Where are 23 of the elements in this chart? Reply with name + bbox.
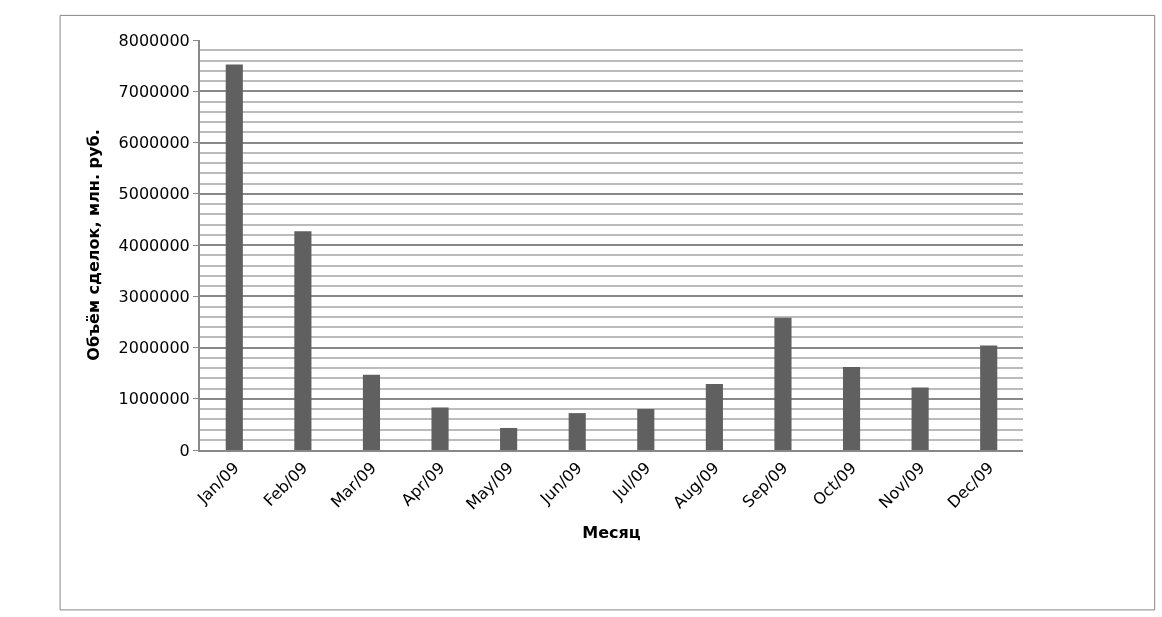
bar <box>842 366 861 450</box>
x-axis-title: Месяц <box>582 523 641 543</box>
y-tick-label: 6000000 <box>118 133 190 153</box>
y-tick-label: 1000000 <box>118 389 190 409</box>
bar <box>568 413 586 450</box>
y-tick-label: 2000000 <box>118 338 190 358</box>
y-tick-label: 5000000 <box>118 184 190 204</box>
bar <box>431 407 449 450</box>
bar <box>774 317 792 450</box>
bar <box>362 374 381 450</box>
y-tick-label: 3000000 <box>118 286 190 306</box>
y-tick-label: 7000000 <box>118 81 190 101</box>
bar <box>637 409 655 450</box>
bar <box>911 387 929 450</box>
bar <box>705 383 723 450</box>
bar <box>500 427 518 450</box>
bar <box>294 231 312 450</box>
bar <box>225 64 243 450</box>
y-tick-label: 0 <box>179 440 190 460</box>
y-tick-label: 4000000 <box>118 235 190 255</box>
bar <box>980 345 998 450</box>
y-tick-label: 8000000 <box>118 30 190 50</box>
y-axis-title: Объём сделок, млн. руб. <box>83 129 103 361</box>
